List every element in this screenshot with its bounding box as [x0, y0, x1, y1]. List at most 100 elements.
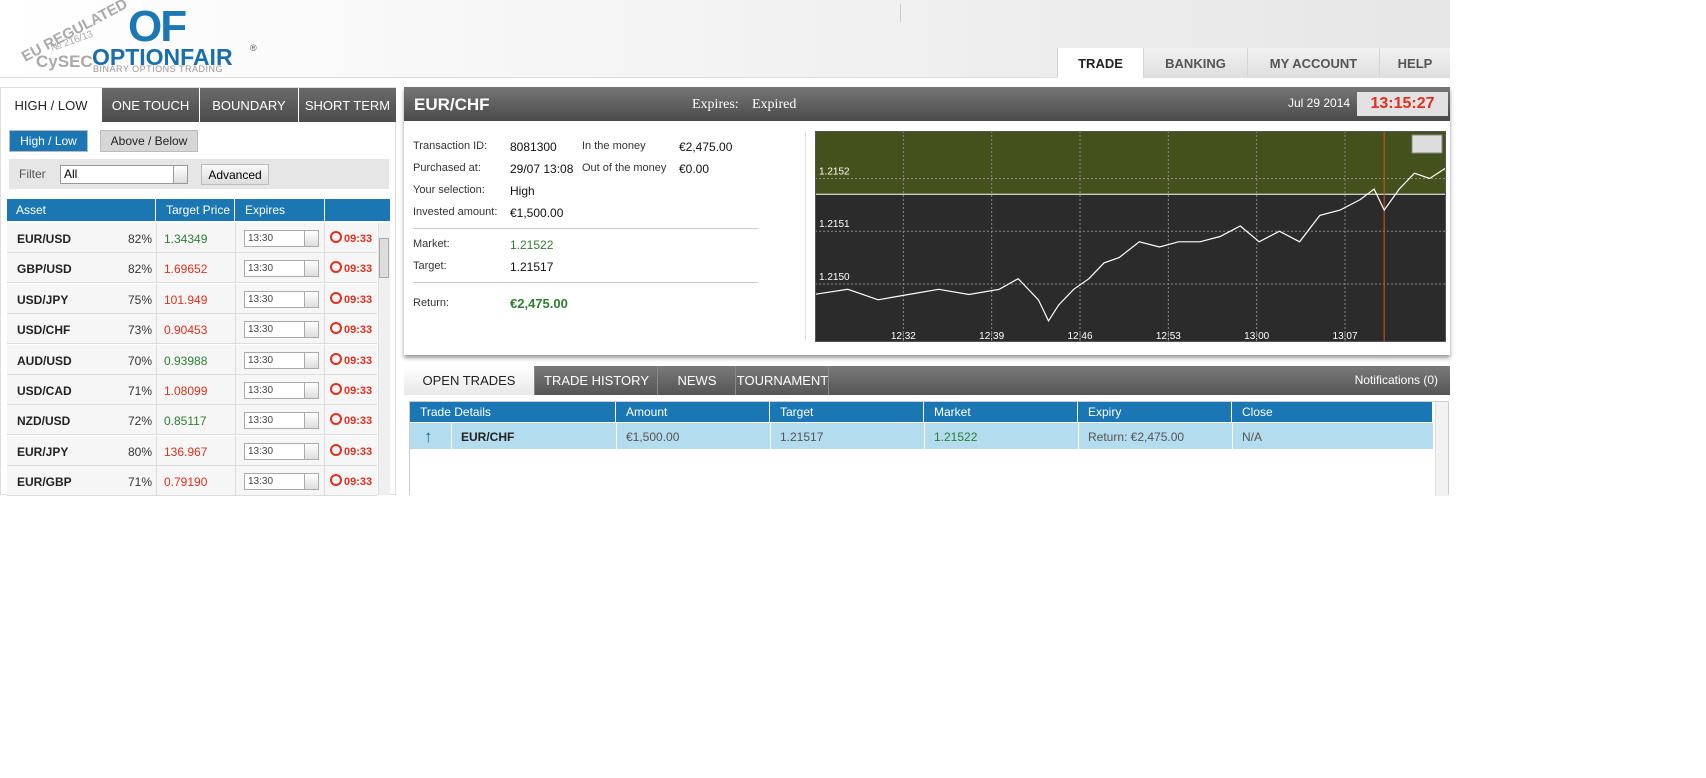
above-target-zone [815, 131, 1446, 195]
expiry-select[interactable]: 13:30 [244, 473, 319, 491]
asset-row[interactable]: EUR/USD 82% 1.34349 13:30 09:33 [7, 223, 377, 253]
clock-icon [330, 383, 342, 395]
option-tab[interactable]: ONE TOUCH [102, 88, 199, 122]
logo-tm: ® [250, 43, 257, 53]
dropdown-arrow [304, 443, 318, 459]
scroll-thumb[interactable] [379, 238, 389, 278]
advanced-button[interactable]: Advanced [201, 164, 269, 185]
countdown: 09:33 [344, 415, 373, 428]
column-header: Target [770, 402, 924, 422]
column-divider [156, 283, 157, 314]
column-header: Market [924, 402, 1078, 422]
trades-panel: OPEN TRADES TRADE HISTORY NEWS TOURNAMENT No… [404, 366, 1450, 496]
asset-row[interactable]: USD/JPY 75% 101.949 13:30 09:33 [7, 283, 377, 314]
dropdown-arrow [304, 352, 318, 368]
option-tab[interactable]: SHORT TERM [299, 88, 396, 122]
column-divider [156, 223, 157, 253]
column-divider [156, 314, 157, 345]
detail-label: Market: [413, 238, 450, 250]
expiry-select[interactable]: 13:30 [244, 442, 319, 460]
column-divider [770, 423, 771, 449]
trades-tab[interactable]: NEWS [659, 366, 736, 395]
column-divider [616, 423, 617, 449]
detail-value: High [510, 184, 535, 198]
nav-tab[interactable]: HELP [1379, 48, 1450, 78]
separator [413, 282, 758, 283]
expiry-select[interactable]: 13:30 [244, 230, 319, 247]
column-divider [156, 375, 157, 405]
trades-header: Trade Details Amount Target Market Expiry Clo… [410, 402, 1433, 422]
asset-name: USD/CAD [17, 384, 72, 398]
asset-row[interactable]: GBP/USD 82% 1.69652 13:30 09:33 [7, 253, 377, 284]
expiry-select[interactable]: 13:30 [244, 260, 319, 278]
countdown: 09:33 [344, 293, 373, 306]
detail-label: Out of the money [582, 162, 667, 174]
column-divider [156, 466, 157, 497]
trades-tab[interactable]: OPEN TRADES [404, 366, 535, 395]
asset-price: 0.90453 [164, 323, 208, 338]
dropdown-arrow [304, 231, 318, 246]
expiry-select[interactable]: 13:30 [244, 321, 319, 339]
scrollbar [1435, 402, 1448, 496]
asset-row[interactable]: AUD/USD 70% 0.93988 13:30 09:33 [7, 344, 377, 375]
x-tick-label: 12:39 [979, 331, 1004, 342]
asset-row[interactable]: EUR/JPY 80% 136.967 13:30 09:33 [7, 435, 377, 466]
asset-name: EUR/GBP [17, 475, 72, 490]
expiry-select[interactable]: 13:30 [244, 412, 319, 430]
column-divider [324, 314, 325, 345]
asset-row[interactable]: USD/CAD 71% 1.08099 13:30 09:33 [7, 375, 377, 405]
filter-label: Filter [19, 167, 46, 181]
column-header: Expires [236, 199, 325, 221]
asset-row[interactable]: NZD/USD 72% 0.85117 13:30 09:33 [7, 405, 377, 436]
detail-label: Your selection: [413, 184, 485, 196]
column-divider [324, 435, 325, 466]
countdown: 09:33 [344, 385, 373, 397]
dropdown-arrow [304, 413, 318, 429]
column-header: Asset [7, 199, 156, 221]
column-divider [156, 344, 157, 375]
sub-tab[interactable]: Above / Below [100, 130, 198, 152]
nav-tab[interactable]: MY ACCOUNT [1247, 48, 1379, 78]
separator [900, 4, 901, 22]
expiry-select[interactable]: 13:30 [244, 351, 319, 369]
y-tick-label: 1.2151 [819, 219, 850, 230]
trades-tab[interactable]: TRADE HISTORY [536, 366, 658, 395]
direction-arrow: ↑ [424, 427, 433, 446]
column-divider [156, 253, 157, 284]
y-tick-label: 1.2150 [819, 272, 850, 283]
detail-label: Purchased at: [413, 162, 481, 174]
column-header: Expiry [1078, 402, 1232, 422]
clock-icon [330, 291, 342, 304]
detail-label: Return: [413, 297, 450, 309]
notifications[interactable]: Notifications (0) [1354, 373, 1438, 387]
dropdown-arrow [304, 322, 318, 338]
asset-row[interactable]: USD/CHF 73% 0.90453 13:30 09:33 [7, 314, 377, 345]
sub-tab[interactable]: High / Low [9, 130, 88, 152]
header: EU REGULATED № 216/13 CySEC OF OPTIONFAIR ® BI… [0, 0, 1450, 78]
clock-icon [330, 322, 342, 335]
asset-row[interactable]: EUR/GBP 71% 0.79190 13:30 09:33 [7, 466, 377, 497]
asset-name: USD/CHF [17, 323, 71, 338]
column-divider [235, 314, 236, 345]
trades-tab[interactable]: TOURNAMENT [737, 366, 829, 395]
column-divider [235, 253, 236, 284]
trade-asset: EUR/CHF [414, 95, 490, 114]
countdown: 09:33 [344, 476, 373, 489]
asset-payout: 71% [127, 384, 152, 398]
clock-icon [330, 261, 342, 274]
column-divider [324, 223, 325, 253]
option-tab[interactable]: HIGH / LOW [1, 88, 101, 122]
clock-icon [330, 231, 342, 243]
expiry-select[interactable]: 13:30 [244, 382, 319, 399]
trade-row[interactable]: ↑ EUR/CHF €1,500.00 1.21517 1.21522 Return: €… [410, 423, 1433, 449]
asset-price: 1.69652 [164, 262, 208, 277]
asset-payout: 82% [127, 232, 152, 246]
nav-tab[interactable]: BANKING [1143, 48, 1247, 78]
x-tick-label: 12:46 [1068, 331, 1093, 342]
option-tab[interactable]: BOUNDARY [200, 88, 298, 122]
detail-value: €1,500.00 [510, 206, 564, 220]
filter-select[interactable]: All [60, 165, 188, 184]
asset-price: 136.967 [164, 444, 208, 459]
nav-tab[interactable]: TRADE [1057, 48, 1143, 78]
expiry-select[interactable]: 13:30 [244, 290, 319, 308]
